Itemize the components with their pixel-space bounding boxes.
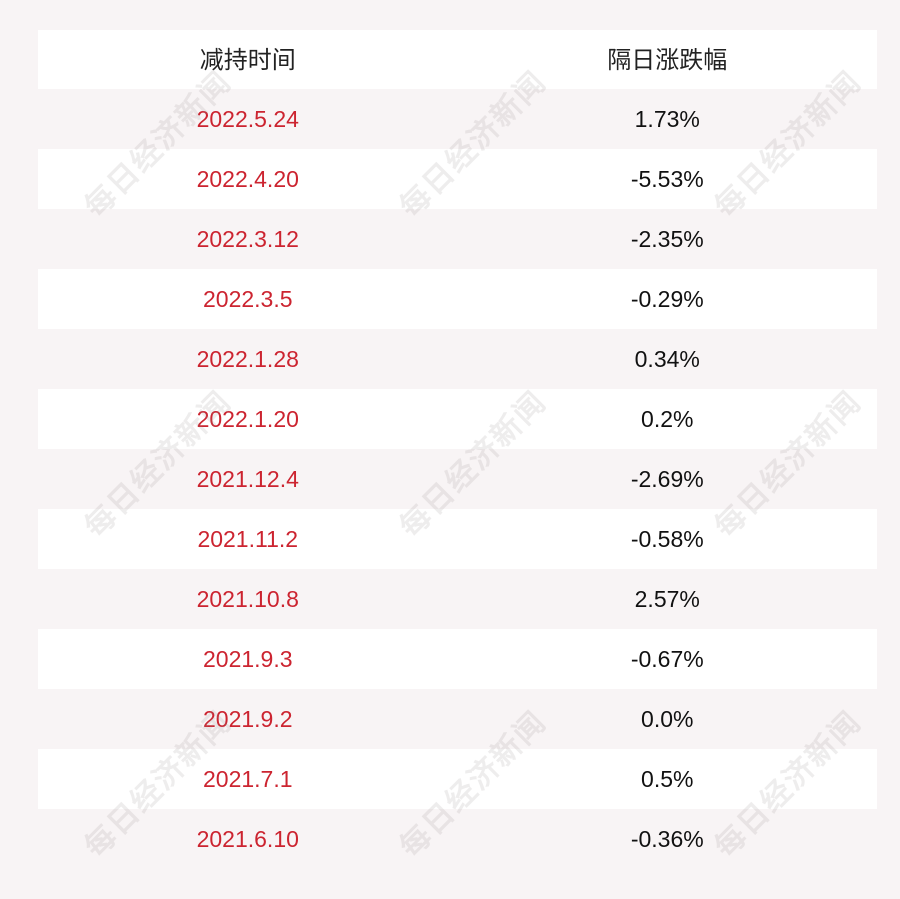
table-row: 2021.6.10 -0.36% bbox=[38, 809, 877, 869]
row-change: 2.57% bbox=[634, 586, 700, 612]
row-date: 2021.7.1 bbox=[202, 766, 293, 792]
table-row: 2021.9.3 -0.67% bbox=[38, 629, 877, 689]
row-date: 2022.4.20 bbox=[196, 166, 299, 192]
table-row: 2021.12.4 -2.69% bbox=[38, 449, 877, 509]
row-date: 2021.10.8 bbox=[196, 586, 299, 612]
row-change: -0.58% bbox=[630, 526, 704, 552]
table-row: 2021.7.1 0.5% bbox=[38, 749, 877, 809]
data-table: 减持时间 隔日涨跌幅 2022.5.24 1.73% 2022.4.20 -5.53%… bbox=[38, 30, 877, 869]
table-row: 2022.3.5 -0.29% bbox=[38, 269, 877, 329]
table-row: 2021.9.2 0.0% bbox=[38, 689, 877, 749]
table-header-row: 减持时间 隔日涨跌幅 bbox=[38, 30, 877, 89]
row-change: 0.5% bbox=[641, 766, 694, 792]
table-row: 2022.4.20 -5.53% bbox=[38, 149, 877, 209]
row-date: 2022.1.20 bbox=[196, 406, 299, 432]
row-change: -0.67% bbox=[630, 646, 704, 672]
row-date: 2022.1.28 bbox=[196, 346, 299, 372]
table-row: 2022.3.12 -2.35% bbox=[38, 209, 877, 269]
header-change: 隔日涨跌幅 bbox=[607, 45, 728, 74]
row-date: 2022.3.12 bbox=[196, 226, 299, 252]
row-date: 2022.3.5 bbox=[202, 286, 293, 312]
table-row: 2022.1.20 0.2% bbox=[38, 389, 877, 449]
row-change: 1.73% bbox=[634, 106, 700, 132]
table-body: 2022.5.24 1.73% 2022.4.20 -5.53% 2022.3.12 -2… bbox=[38, 89, 877, 869]
row-date: 2021.6.10 bbox=[196, 826, 299, 852]
row-change: 0.2% bbox=[641, 406, 694, 432]
row-date: 2022.5.24 bbox=[196, 106, 299, 132]
table-row: 2021.11.2 -0.58% bbox=[38, 509, 877, 569]
row-change: -0.36% bbox=[630, 826, 704, 852]
table-row: 2021.10.8 2.57% bbox=[38, 569, 877, 629]
row-change: -2.35% bbox=[630, 226, 704, 252]
row-date: 2021.12.4 bbox=[196, 466, 299, 492]
row-change: -2.69% bbox=[630, 466, 704, 492]
row-date: 2021.9.2 bbox=[202, 706, 293, 732]
table-row: 2022.1.28 0.34% bbox=[38, 329, 877, 389]
row-change: -5.53% bbox=[630, 166, 704, 192]
header-date: 减持时间 bbox=[199, 45, 296, 74]
table-row: 2022.5.24 1.73% bbox=[38, 89, 877, 149]
row-date: 2021.11.2 bbox=[197, 526, 299, 552]
row-date: 2021.9.3 bbox=[202, 646, 293, 672]
row-change: 0.0% bbox=[641, 706, 694, 732]
row-change: -0.29% bbox=[630, 286, 704, 312]
row-change: 0.34% bbox=[634, 346, 700, 372]
